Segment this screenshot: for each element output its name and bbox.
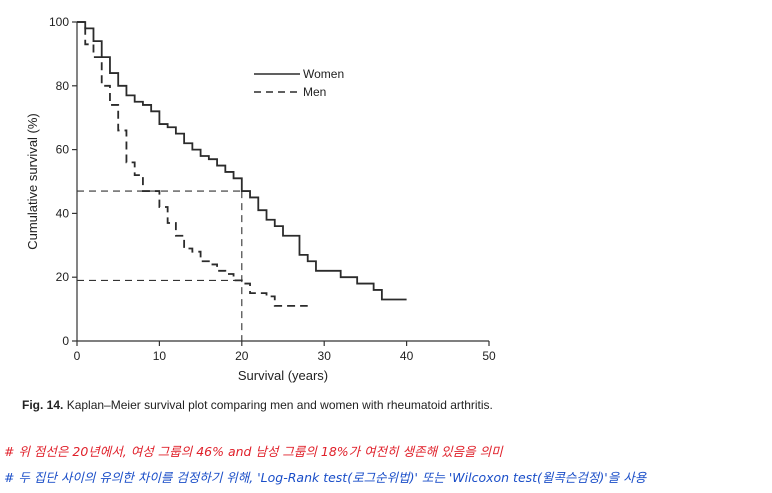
series-layer	[77, 21, 407, 307]
y-tick-label: 40	[56, 206, 70, 220]
reference-lines	[77, 190, 243, 341]
x-tick-label: 10	[153, 349, 167, 363]
x-tick-label: 0	[74, 349, 81, 363]
legend-label-women: Women	[303, 67, 344, 81]
series-line-men	[77, 21, 308, 307]
annotation-note-2: # 두 집단 사이의 유의한 차이를 검정하기 위해, 'Log-Rank te…	[4, 470, 647, 485]
x-tick-label: 30	[318, 349, 332, 363]
y-tick-label: 80	[56, 79, 70, 93]
x-tick-label: 40	[400, 349, 414, 363]
y-tick-label: 0	[62, 334, 69, 348]
annotation-note-1: # 위 점선은 20년에서, 여성 그룹의 46% and 남성 그룹의 18%…	[4, 444, 503, 459]
figure-caption: Fig. 14. Kaplan–Meier survival plot comp…	[22, 395, 522, 415]
survival-chart: 0 10 20 30 40 50 0 20 40 60 80 100 Survival (years) C…	[25, 15, 496, 383]
figure-caption-text: Kaplan–Meier survival plot comparing men…	[66, 398, 493, 412]
y-axis-title: Cumulative survival (%)	[25, 113, 40, 250]
chart-axes: 0 10 20 30 40 50 0 20 40 60 80 100 Survival (years) C…	[25, 15, 496, 383]
y-tick-label: 60	[56, 143, 70, 157]
legend-label-men: Men	[303, 85, 326, 99]
figure-number: Fig. 14.	[22, 398, 64, 412]
legend: Women Men	[254, 67, 344, 99]
x-tick-label: 20	[235, 349, 249, 363]
x-tick-label: 50	[482, 349, 496, 363]
x-axis-title: Survival (years)	[238, 368, 328, 383]
series-line-women	[77, 21, 407, 301]
y-tick-label: 100	[49, 15, 69, 29]
y-tick-label: 20	[56, 270, 70, 284]
